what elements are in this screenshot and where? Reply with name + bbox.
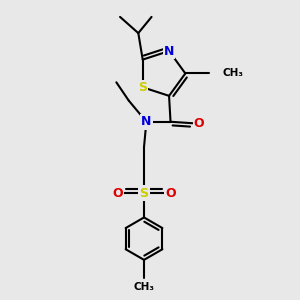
Text: CH₃: CH₃ — [134, 282, 154, 292]
Text: N: N — [164, 44, 174, 58]
Text: N: N — [141, 115, 152, 128]
Text: O: O — [165, 187, 176, 200]
Text: S: S — [140, 187, 148, 200]
Text: S: S — [138, 81, 147, 94]
Text: O: O — [194, 117, 204, 130]
Text: O: O — [112, 187, 123, 200]
Text: CH₃: CH₃ — [223, 68, 244, 78]
